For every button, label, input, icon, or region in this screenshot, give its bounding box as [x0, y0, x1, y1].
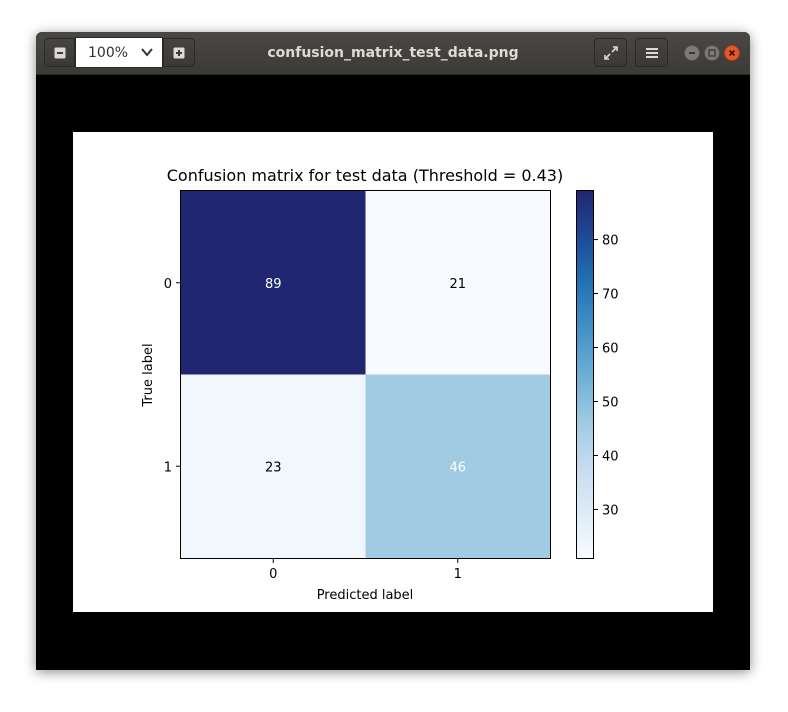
y-tick-label: 1 — [164, 460, 172, 475]
x-tick-label: 0 — [269, 567, 277, 582]
colorbar-tick-label: 40 — [602, 449, 619, 464]
minimize-button[interactable] — [684, 45, 700, 61]
colorbar-tick-label: 50 — [602, 395, 619, 410]
fullscreen-button[interactable] — [594, 38, 627, 67]
zoom-out-button[interactable] — [44, 38, 75, 67]
cell-value-label: 89 — [265, 277, 282, 292]
titlebar: 100% confusion_matrix_test_data.png — [36, 32, 750, 75]
cell-value-label: 21 — [449, 277, 466, 292]
colorbar — [576, 190, 594, 559]
colorbar-tick-label: 70 — [602, 288, 619, 303]
minus-icon — [54, 47, 65, 58]
plus-icon — [173, 47, 185, 58]
plot-frame — [180, 190, 551, 559]
matrix-cell — [365, 191, 551, 375]
image-viewport[interactable]: Confusion matrix for test data (Threshol… — [36, 75, 750, 670]
maximize-icon — [708, 49, 716, 57]
matrix-cell — [181, 374, 366, 559]
cell-value-label: 23 — [265, 460, 282, 475]
zoom-level-value: 100% — [88, 44, 129, 61]
colorbar-tick-label: 80 — [602, 234, 619, 249]
menu-button[interactable] — [635, 38, 668, 67]
colorbar-tick-label: 60 — [602, 342, 619, 357]
x-tick-label: 1 — [454, 567, 462, 582]
y-tick-label: 0 — [164, 277, 172, 292]
matrix-cell — [181, 191, 366, 375]
hamburger-menu-icon — [645, 47, 658, 58]
close-button[interactable] — [724, 45, 740, 61]
y-axis-label: True label — [141, 343, 156, 407]
image-viewer-window: 100% confusion_matrix_test_data.png — [36, 32, 750, 670]
zoom-in-button[interactable] — [163, 38, 195, 67]
close-icon — [728, 49, 736, 57]
figure-image: Confusion matrix for test data (Threshol… — [73, 132, 713, 612]
chevron-down-icon[interactable] — [140, 44, 154, 60]
colorbar-tick-label: 30 — [602, 503, 619, 518]
cell-value-label: 46 — [449, 460, 466, 475]
chart-title: Confusion matrix for test data (Threshol… — [167, 166, 563, 185]
matrix-cell — [365, 374, 551, 559]
confusion-matrix-chart: Confusion matrix for test data (Threshol… — [141, 166, 619, 603]
minimize-icon — [689, 52, 695, 54]
fullscreen-icon — [603, 45, 618, 60]
maximize-button[interactable] — [704, 45, 720, 61]
zoom-level-combo[interactable]: 100% — [75, 37, 163, 68]
window-title: confusion_matrix_test_data.png — [267, 45, 519, 61]
x-axis-label: Predicted label — [317, 588, 414, 603]
